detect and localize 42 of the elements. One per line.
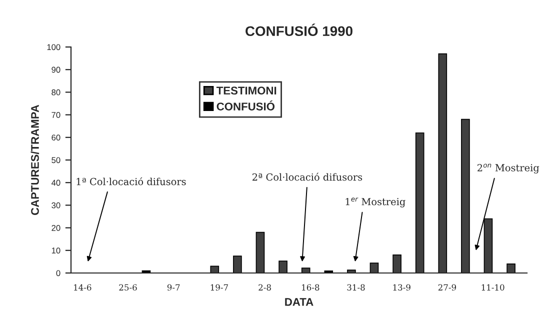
bar	[506, 264, 516, 273]
bar	[347, 270, 356, 273]
x-tick-label: 31-8	[347, 284, 365, 291]
x-tick-label: 27-9	[438, 284, 456, 291]
x-tick-label: 11-10	[482, 284, 504, 291]
x-tick-label: 19-7	[210, 284, 228, 291]
y-tick-label: 50	[52, 157, 60, 164]
y-tick-label: 30	[52, 202, 60, 208]
y-tick-label: 0	[56, 270, 60, 276]
annotation: 1$^{er}$ Mostreig	[346, 198, 406, 208]
x-axis-title: DATA	[285, 298, 314, 306]
x-tick-label: 14-6	[74, 284, 92, 291]
y-tick-label: 70	[52, 112, 60, 118]
annotation: 2ª Col·locació difusors	[252, 172, 362, 181]
annotation: 2$^{on}$ Mostreig	[478, 164, 540, 174]
x-tick-label: 9-7	[167, 284, 180, 291]
y-axis-title: CAPTURES/TRAMPA	[30, 104, 40, 215]
x-tick-label: 16-8	[302, 284, 320, 291]
x-tick-label: 2-8	[258, 284, 271, 291]
bar	[256, 232, 265, 273]
y-tick-label: 80	[52, 89, 60, 96]
bar	[301, 268, 310, 273]
legend-label: CONFUSIÓ	[216, 100, 275, 110]
bar	[392, 254, 402, 273]
bar	[233, 256, 242, 273]
y-tick-label: 10	[52, 248, 60, 254]
y-tick-label: 60	[52, 134, 60, 140]
annotation: 1ª Col·locació difusors	[76, 177, 186, 186]
legend-label: TESTIMONI	[216, 86, 276, 95]
y-tick-label: 100	[47, 44, 60, 50]
y-tick-label: 40	[52, 180, 60, 186]
y-tick-label: 90	[52, 66, 60, 73]
x-tick-label: 13-9	[393, 284, 410, 291]
bar	[461, 118, 470, 273]
chart-title: CONFUSIÓ 1990	[246, 24, 352, 36]
bar	[370, 262, 379, 273]
bar	[278, 260, 288, 273]
bar	[415, 132, 424, 273]
x-tick-label: 25-6	[119, 284, 137, 291]
bar	[210, 266, 220, 273]
y-tick-label: 20	[52, 225, 60, 231]
bar	[438, 53, 448, 273]
